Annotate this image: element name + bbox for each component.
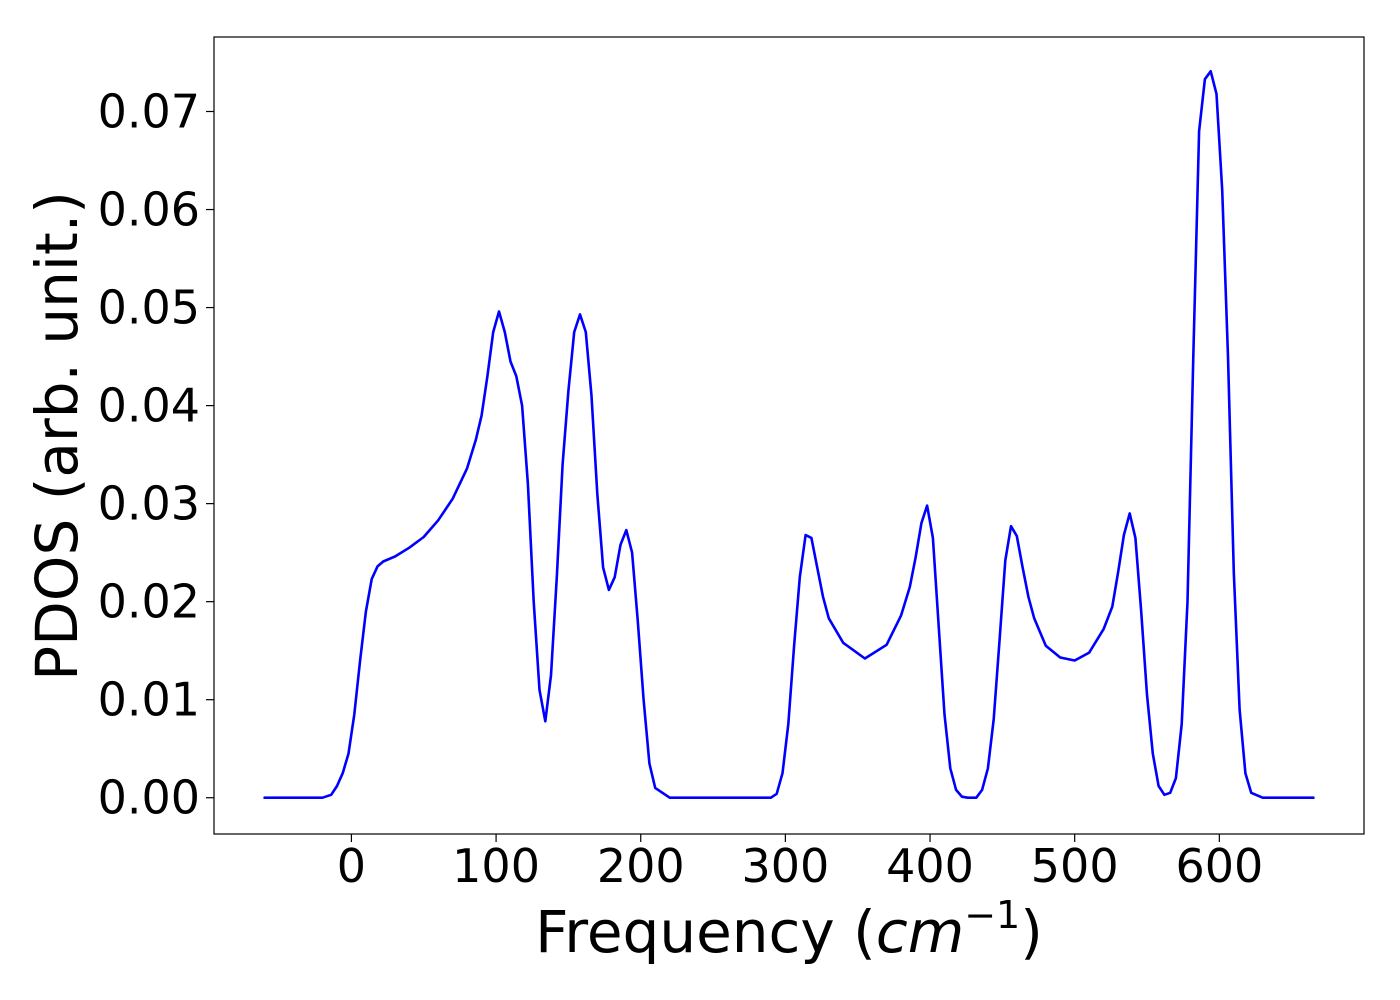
y-tick-label: 0.07 — [98, 85, 200, 139]
y-axis-label: PDOS (arb. unit.) — [23, 191, 91, 681]
y-tick-label: 0.05 — [98, 281, 200, 335]
y-tick-label: 0.03 — [98, 477, 200, 531]
x-axis-ticks: 0 100 200 300 400 500 600 — [337, 834, 1263, 893]
x-tick-label: 400 — [886, 839, 974, 893]
x-tick-label: 0 — [337, 839, 366, 893]
x-tick-label: 200 — [597, 839, 685, 893]
y-tick-label: 0.00 — [98, 771, 200, 825]
y-tick-label: 0.01 — [98, 673, 200, 727]
x-tick-label: 300 — [741, 839, 829, 893]
series-layer — [263, 70, 1315, 800]
y-axis-ticks: 0.00 0.01 0.02 0.03 0.04 0.05 0.06 0.07 — [98, 85, 214, 825]
y-tick-label: 0.04 — [98, 379, 200, 433]
pdos-line — [263, 70, 1315, 800]
x-tick-label: 500 — [1031, 839, 1119, 893]
x-axis-label: Frequency (cm−1) — [535, 893, 1043, 966]
x-tick-label: 600 — [1175, 839, 1263, 893]
y-tick-label: 0.06 — [98, 183, 200, 237]
x-tick-label: 100 — [452, 839, 540, 893]
y-tick-label: 0.02 — [98, 575, 200, 629]
